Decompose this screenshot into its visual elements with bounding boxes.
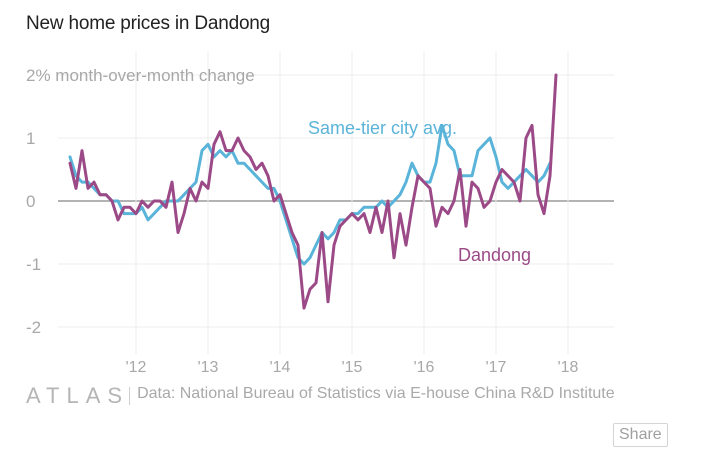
series-lines bbox=[68, 73, 558, 310]
source-note: Data: National Bureau of Statistics via … bbox=[137, 385, 615, 402]
x-tick-label: '14 bbox=[270, 359, 291, 376]
footer: ATLAS Data: National Bureau of Statistic… bbox=[26, 385, 637, 407]
series-line-same-tier-avg bbox=[68, 123, 552, 266]
y-tick-label: -1 bbox=[26, 255, 41, 274]
x-tick-label: '17 bbox=[486, 359, 507, 376]
series-annotations: Same-tier city avg. Dandong bbox=[308, 118, 531, 265]
chart-title: New home prices in Dandong bbox=[26, 13, 271, 34]
y-axis-ticks: 2% month-over-month change 1 0 -1 -2 bbox=[26, 66, 255, 337]
y-tick-label: 2% month-over-month change bbox=[26, 66, 255, 85]
atlas-logo: ATLAS bbox=[26, 383, 130, 408]
x-tick-label: '16 bbox=[414, 359, 435, 376]
y-tick-label: -2 bbox=[26, 318, 41, 337]
annotation-same-tier-avg: Same-tier city avg. bbox=[308, 118, 457, 138]
x-tick-label: '15 bbox=[342, 359, 363, 376]
series-line-dandong bbox=[68, 73, 558, 310]
share-button[interactable]: Share bbox=[613, 423, 668, 447]
x-axis-ticks: '12 '13 '14 '15 '16 '17 '18 bbox=[126, 359, 579, 376]
x-tick-label: '12 bbox=[126, 359, 147, 376]
x-tick-label: '13 bbox=[198, 359, 219, 376]
annotation-dandong: Dandong bbox=[458, 245, 531, 265]
x-tick-label: '18 bbox=[558, 359, 579, 376]
y-tick-label: 0 bbox=[26, 192, 35, 211]
y-tick-label: 1 bbox=[26, 129, 35, 148]
footer-divider bbox=[129, 387, 131, 405]
